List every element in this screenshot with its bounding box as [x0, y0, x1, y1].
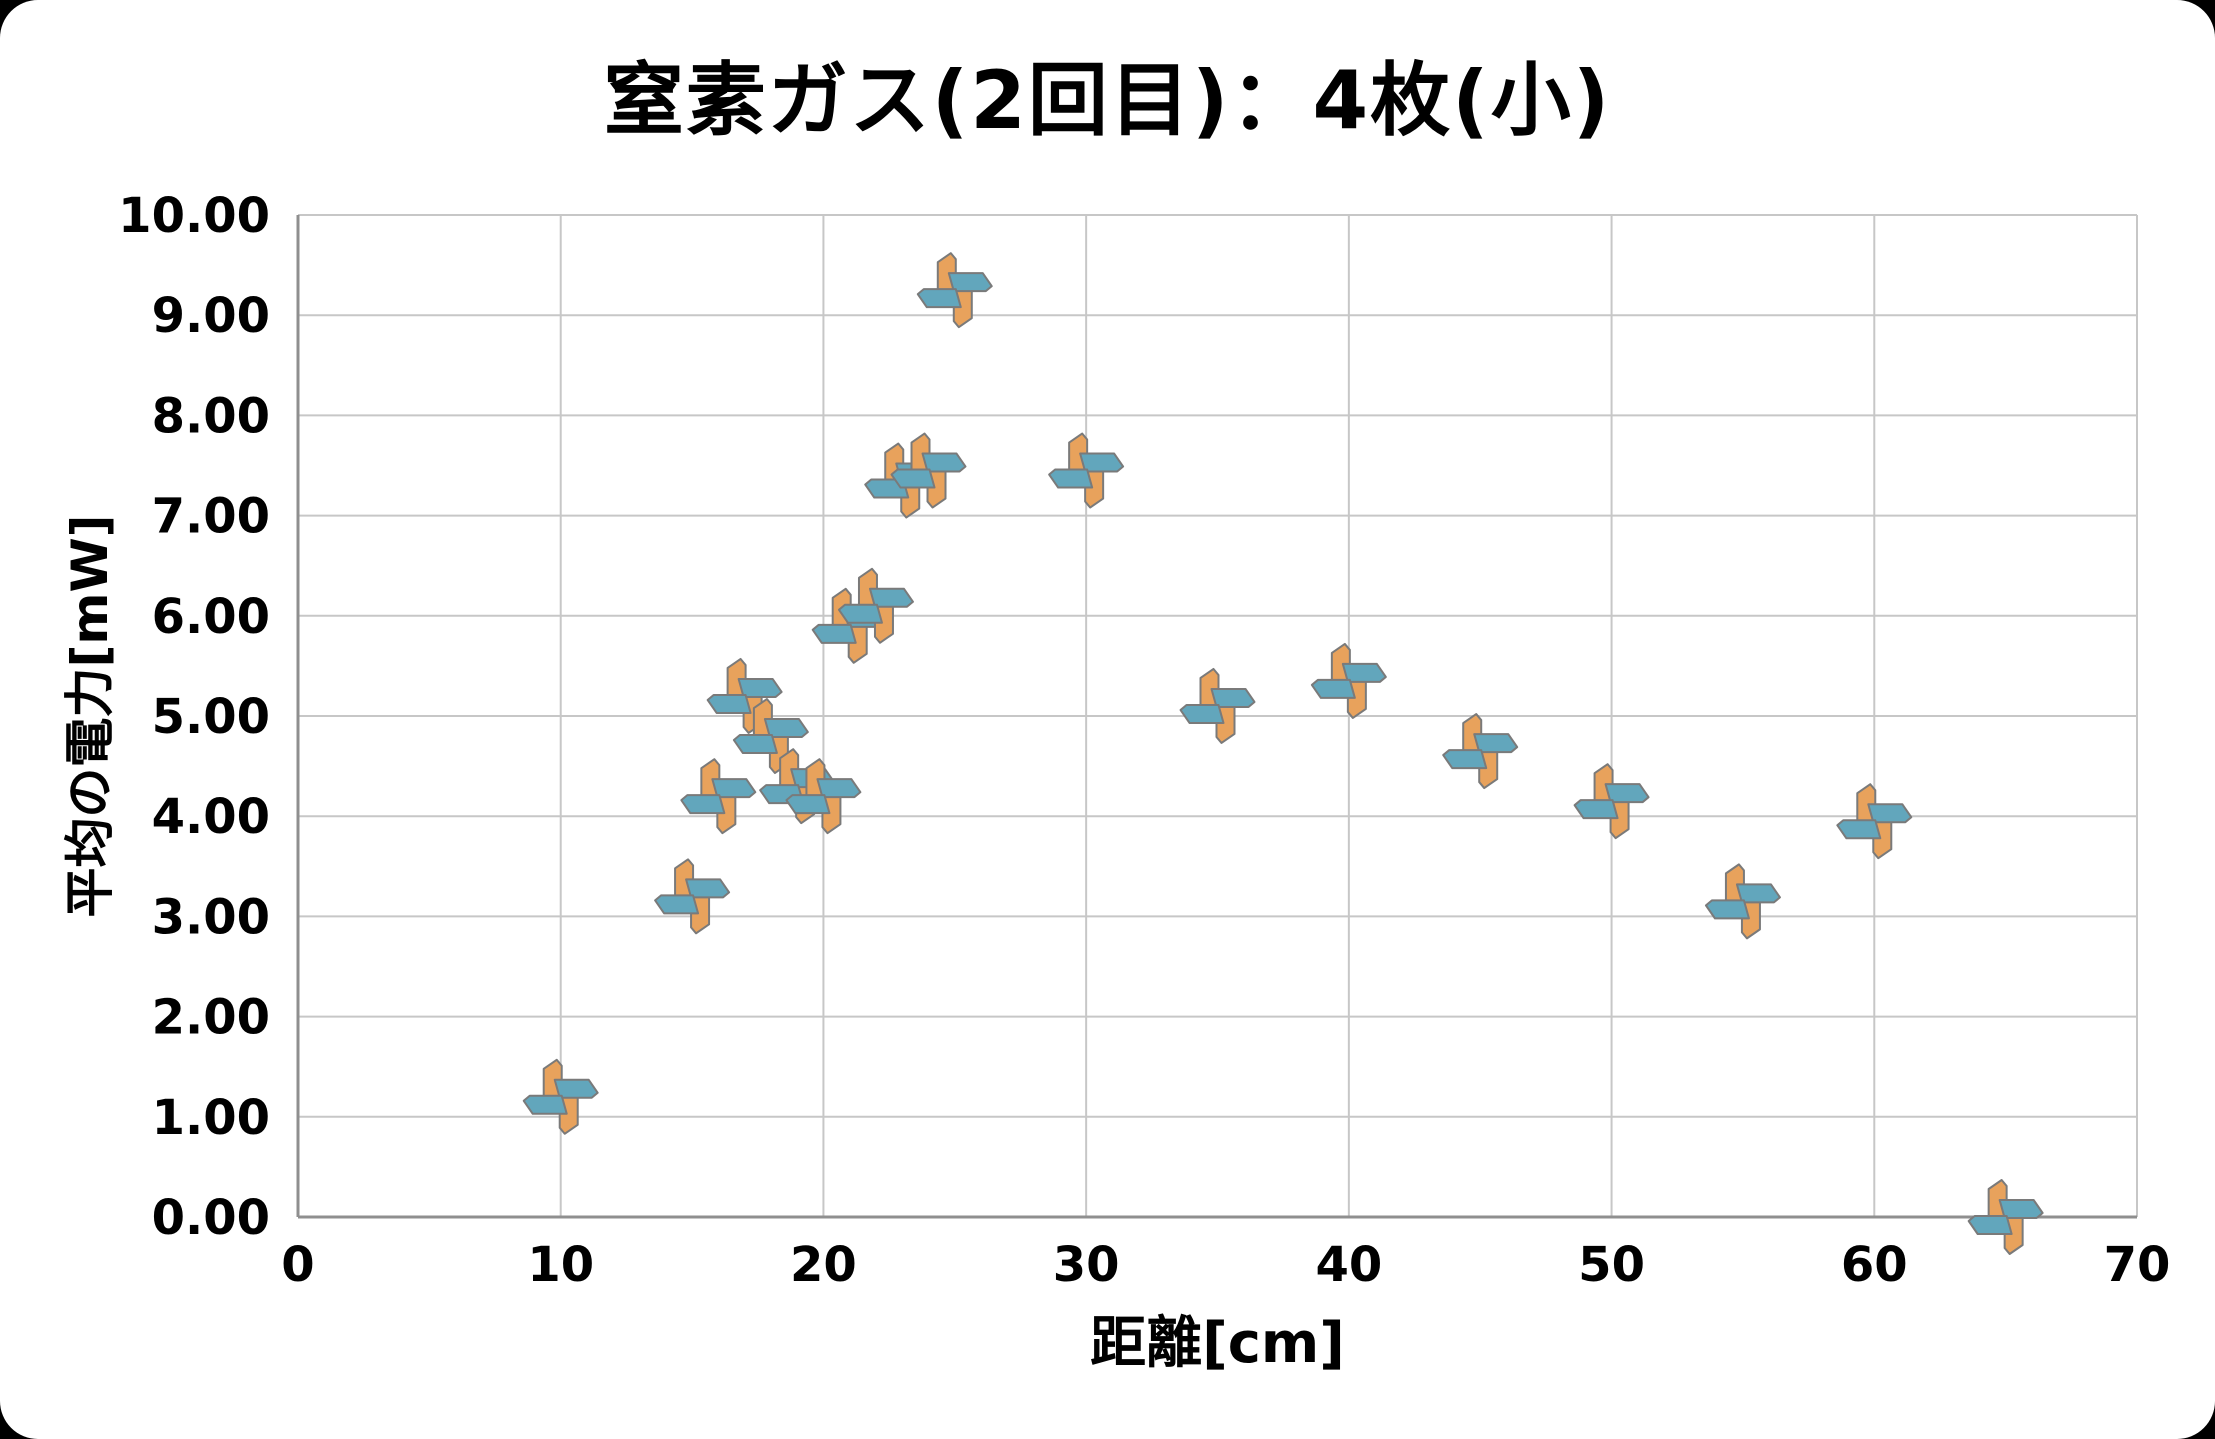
y-tick-label: 10.00 [118, 188, 270, 244]
pinwheel-blade [1179, 703, 1225, 724]
pinwheel-blade [685, 878, 731, 899]
x-tick-label: 0 [281, 1237, 314, 1293]
y-tick-label: 3.00 [152, 889, 270, 945]
pinwheel-blade [522, 1094, 568, 1115]
y-tick-label: 8.00 [152, 388, 270, 444]
pinwheel-blade [947, 272, 993, 293]
pinwheel-blade [921, 452, 967, 473]
pinwheel-blade [737, 677, 783, 698]
y-tick-label: 0.00 [152, 1190, 270, 1246]
x-tick-label: 50 [1578, 1237, 1645, 1293]
data-point-marker [1704, 863, 1781, 940]
y-tick-label: 7.00 [152, 489, 270, 545]
pinwheel-blade [868, 587, 914, 608]
data-point-marker [837, 567, 914, 644]
pinwheel-blade [1210, 687, 1256, 708]
y-tick-label: 9.00 [152, 288, 270, 344]
pinwheel-blade [1704, 899, 1750, 920]
pinwheel-blade [553, 1078, 599, 1099]
pinwheel-blade [1998, 1199, 2044, 1219]
data-point-marker [1967, 1179, 2044, 1255]
pinwheel-blade [816, 778, 862, 799]
x-tick-label: 10 [527, 1237, 594, 1293]
pinwheel-blade [1048, 468, 1094, 489]
pinwheel-blade [1310, 678, 1356, 699]
pinwheel-blade [1573, 799, 1619, 820]
pinwheel-blade [763, 718, 809, 739]
pinwheel-blade [1442, 749, 1488, 770]
data-point-marker [732, 698, 809, 775]
data-point-marker [1048, 432, 1125, 509]
y-tick-label: 2.00 [152, 990, 270, 1046]
pinwheel-blade [680, 794, 726, 815]
pinwheel-blade [1079, 452, 1125, 473]
data-point-marker [1310, 642, 1387, 719]
pinwheel-blade [706, 693, 752, 714]
chart-title: 窒素ガス(2回目)：4枚(小) [603, 54, 1612, 147]
y-tick-label: 5.00 [152, 689, 270, 745]
data-point-marker [522, 1058, 599, 1135]
data-point-marker [654, 858, 731, 935]
data-point-marker [680, 758, 757, 835]
pinwheel-blade [837, 603, 883, 624]
pinwheel-blade [1604, 783, 1650, 804]
pinwheel-blade [654, 894, 700, 915]
y-axis-title-text: 平均の電力[mW] [61, 514, 119, 918]
data-point-marker [706, 657, 783, 734]
x-tick-label: 70 [2104, 1237, 2171, 1293]
data-point-marker [916, 252, 993, 329]
data-point-marker [1573, 763, 1650, 840]
y-tick-label: 6.00 [152, 589, 270, 645]
data-point-marker [1442, 713, 1519, 790]
data-point-marker [890, 432, 967, 509]
pinwheel-blade [811, 623, 857, 644]
pinwheel-blade [1735, 883, 1781, 904]
pinwheel-blade [1867, 803, 1913, 824]
pinwheel-blade [1836, 819, 1882, 840]
pinwheel-blade [732, 734, 778, 755]
pinwheel-blade [890, 468, 936, 489]
data-point-marker [785, 758, 862, 835]
pinwheel-blade [1341, 662, 1387, 683]
pinwheel-blade [1473, 733, 1519, 754]
pinwheel-blade [785, 794, 831, 815]
x-tick-label: 40 [1315, 1237, 1382, 1293]
x-axis-title: 距離[cm] [1090, 1311, 1345, 1376]
y-tick-label: 4.00 [152, 789, 270, 845]
y-tick-label: 1.00 [152, 1090, 270, 1146]
pinwheel-blade [1967, 1215, 2013, 1235]
pinwheel-blade [916, 288, 962, 309]
data-point-marker [1836, 783, 1913, 860]
data-point-marker [1179, 667, 1256, 744]
x-tick-label: 60 [1841, 1237, 1908, 1293]
pinwheel-blade [711, 778, 757, 799]
x-tick-label: 20 [790, 1237, 857, 1293]
x-tick-label: 30 [1053, 1237, 1120, 1293]
